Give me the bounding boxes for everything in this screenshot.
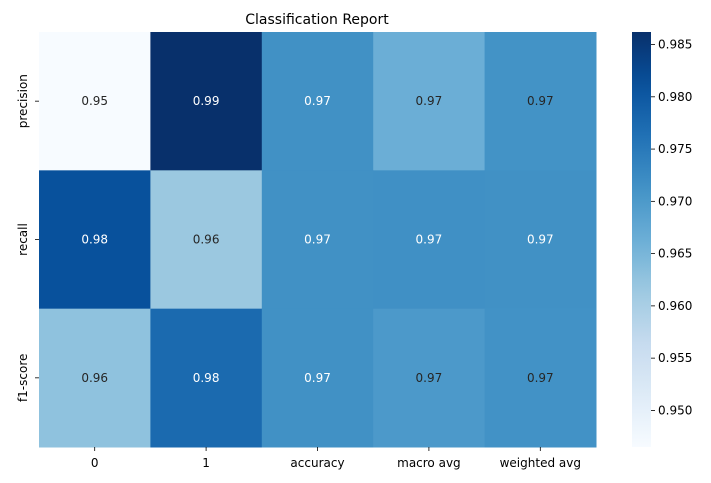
heatmap-cell-labels: 0.95 0.99 0.97 0.97 0.97 0.98 0.96 0.97 0.97 0.97… xyxy=(81,94,553,385)
colorbar-tick-label: 0.955 xyxy=(658,351,692,365)
x-tick-label: 1 xyxy=(202,456,210,470)
x-tick-label: weighted avg xyxy=(500,456,581,470)
colorbar-tick-label: 0.950 xyxy=(658,403,692,417)
cell-value-label: 0.95 xyxy=(81,94,108,108)
heatmap-cells xyxy=(39,32,597,448)
heatmap-cell xyxy=(261,32,374,171)
chart-title: Classification Report xyxy=(245,12,389,28)
cell-value-label: 0.99 xyxy=(193,94,220,108)
heatmap-cell xyxy=(484,308,597,448)
colorbar-tick-label: 0.975 xyxy=(658,142,692,156)
cell-value-label: 0.98 xyxy=(81,233,108,247)
cell-value-label: 0.97 xyxy=(527,94,554,108)
y-tick-label: precision xyxy=(16,74,30,128)
heatmap-cell xyxy=(484,32,597,171)
heatmap-cell xyxy=(373,32,486,171)
colorbar-tick-label: 0.985 xyxy=(658,38,692,52)
heatmap-cell xyxy=(373,308,486,448)
heatmap-cell xyxy=(373,170,486,310)
cell-value-label: 0.96 xyxy=(193,233,220,247)
colorbar-tick-label: 0.965 xyxy=(658,247,692,261)
cell-value-label: 0.97 xyxy=(527,233,554,247)
colorbar-tick-label: 0.980 xyxy=(658,90,692,104)
heatmap-cell xyxy=(150,308,263,448)
x-tick-label: accuracy xyxy=(290,456,344,470)
colorbar-tick-label: 0.970 xyxy=(658,194,692,208)
colorbar: 0.950 0.955 0.960 0.965 0.970 0.975 0.980 0.985 xyxy=(632,32,692,447)
cell-value-label: 0.97 xyxy=(416,94,443,108)
cell-value-label: 0.97 xyxy=(304,94,331,108)
y-tick-label: recall xyxy=(16,223,30,256)
cell-value-label: 0.98 xyxy=(193,371,220,385)
cell-value-label: 0.97 xyxy=(304,371,331,385)
heatmap-cell xyxy=(484,170,597,310)
cell-value-label: 0.97 xyxy=(416,371,443,385)
heatmap-cell xyxy=(261,308,374,448)
cell-value-label: 0.97 xyxy=(304,233,331,247)
y-tick-label: f1-score xyxy=(16,354,30,402)
heatmap-cell xyxy=(39,170,151,310)
heatmap-cell xyxy=(39,308,151,448)
colorbar-tick-label: 0.960 xyxy=(658,299,692,313)
heatmap-cell xyxy=(39,32,151,171)
cell-value-label: 0.97 xyxy=(527,371,554,385)
x-axis: 0 1 accuracy macro avg weighted avg xyxy=(91,447,581,470)
x-tick-label: 0 xyxy=(91,456,99,470)
colorbar-gradient xyxy=(632,32,651,447)
cell-value-label: 0.96 xyxy=(81,371,108,385)
heatmap-cell xyxy=(261,170,374,310)
heatmap-cell xyxy=(150,170,263,310)
cell-value-label: 0.97 xyxy=(416,233,443,247)
x-tick-label: macro avg xyxy=(397,456,461,470)
heatmap-cell xyxy=(150,32,263,171)
y-axis: precision recall f1-score xyxy=(16,74,39,402)
